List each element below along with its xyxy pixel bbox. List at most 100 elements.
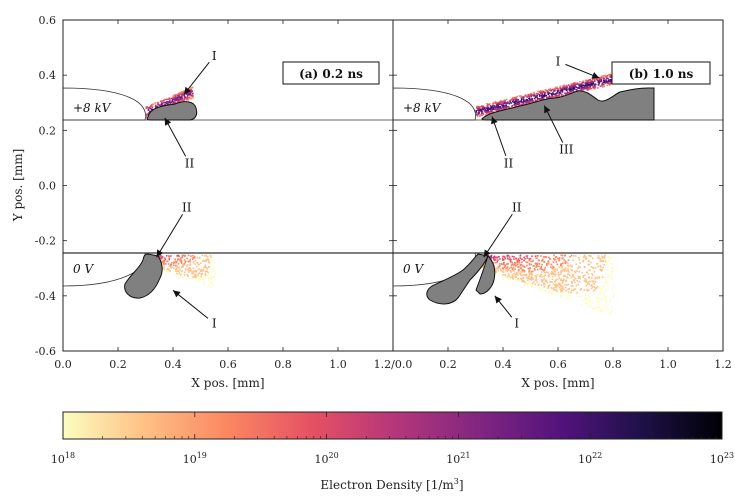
density-point — [599, 268, 602, 271]
density-point — [189, 88, 192, 91]
density-point — [593, 286, 595, 288]
density-point — [526, 255, 529, 257]
dielectric-region-top-a — [146, 101, 198, 121]
density-point — [528, 258, 531, 260]
density-point — [501, 262, 503, 265]
density-point — [561, 289, 563, 292]
density-point — [197, 273, 200, 275]
density-point — [585, 257, 588, 260]
density-point — [594, 84, 596, 86]
density-point — [489, 105, 492, 107]
density-point — [610, 262, 612, 265]
density-point — [515, 257, 518, 260]
density-point — [596, 257, 599, 259]
density-point — [484, 261, 487, 264]
density-point — [188, 91, 190, 94]
density-point — [180, 91, 182, 94]
density-point — [562, 288, 565, 291]
density-point — [586, 87, 589, 90]
density-point — [183, 95, 186, 98]
density-point — [191, 271, 194, 273]
density-point — [555, 279, 557, 281]
density-point — [147, 109, 150, 111]
density-point — [547, 286, 550, 288]
density-point — [522, 103, 524, 105]
density-point — [582, 259, 585, 262]
density-point — [504, 264, 506, 267]
density-point — [197, 274, 199, 277]
density-point — [174, 258, 176, 261]
density-point — [182, 264, 185, 266]
annotation-arrowhead — [591, 72, 600, 79]
density-point — [190, 87, 192, 89]
panel-label-box-b — [611, 61, 711, 85]
density-point — [178, 92, 181, 94]
density-point — [511, 276, 514, 278]
density-point — [559, 87, 562, 89]
density-point — [506, 270, 509, 273]
density-point — [545, 290, 547, 293]
density-point — [163, 266, 165, 268]
density-point — [574, 82, 577, 85]
density-point — [528, 273, 531, 275]
density-point — [482, 106, 484, 108]
density-point — [148, 111, 151, 113]
density-point — [177, 258, 179, 261]
density-point — [580, 83, 582, 86]
density-point — [541, 258, 544, 261]
density-point — [190, 97, 192, 99]
density-point — [531, 276, 533, 279]
density-point — [519, 267, 522, 269]
density-point — [531, 285, 534, 288]
density-point — [582, 80, 584, 83]
density-point — [575, 263, 578, 266]
density-point — [160, 103, 162, 106]
density-point — [550, 290, 553, 292]
density-point — [512, 263, 514, 266]
density-point — [167, 103, 170, 105]
density-point — [570, 285, 572, 287]
density-point — [576, 280, 579, 282]
density-point — [579, 288, 582, 291]
density-point — [592, 307, 594, 310]
density-point — [562, 275, 565, 277]
density-point — [511, 275, 514, 278]
density-point — [188, 93, 191, 95]
density-point — [590, 265, 593, 268]
density-point — [516, 98, 518, 101]
density-point — [554, 258, 557, 261]
x-tick-label-a: 0.8 — [274, 358, 292, 371]
density-point — [562, 269, 565, 271]
density-point — [543, 286, 546, 288]
density-point — [607, 77, 609, 80]
density-point — [504, 265, 506, 268]
density-point — [606, 276, 609, 279]
annotation-label: I — [212, 316, 217, 330]
density-point — [161, 256, 164, 258]
density-point — [516, 259, 519, 262]
annotation-arrowhead — [164, 117, 172, 126]
density-point — [532, 278, 534, 281]
density-point — [211, 259, 213, 262]
density-point — [517, 266, 520, 268]
density-point — [534, 274, 537, 277]
density-point — [523, 259, 525, 262]
density-point — [502, 274, 504, 276]
density-point — [181, 270, 183, 272]
density-point — [548, 257, 551, 260]
annotation-arrowhead — [184, 86, 192, 95]
x-tick-label-b: 1.2 — [714, 358, 732, 371]
density-point — [586, 289, 589, 292]
density-point — [530, 94, 533, 97]
density-point — [515, 273, 517, 276]
density-point — [492, 102, 494, 105]
density-point — [578, 87, 581, 90]
density-point — [173, 267, 175, 270]
density-point — [206, 258, 209, 261]
density-point — [498, 106, 500, 109]
annotation-arrowhead — [156, 249, 164, 258]
density-point — [554, 270, 556, 273]
density-point — [572, 89, 574, 91]
y-tick-label: -0.4 — [35, 290, 56, 303]
density-point — [209, 277, 211, 280]
